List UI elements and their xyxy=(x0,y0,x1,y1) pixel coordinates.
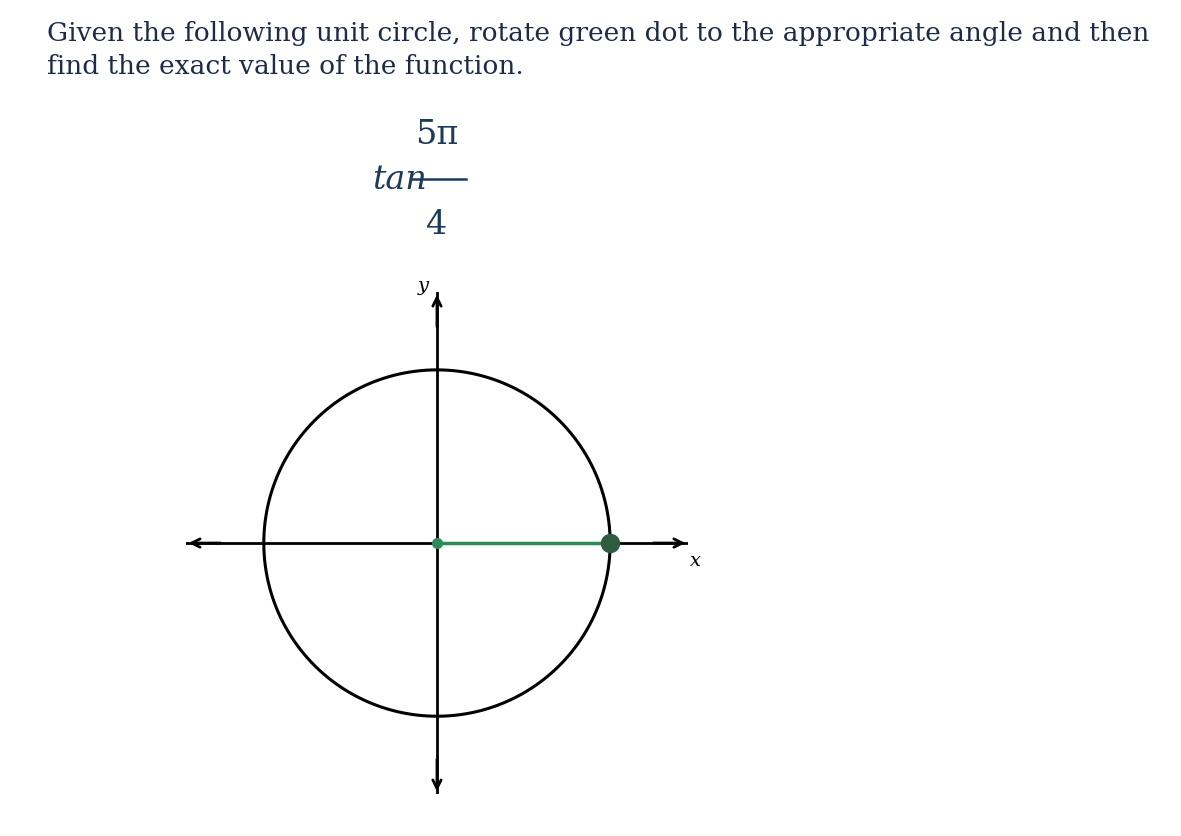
Text: tan: tan xyxy=(372,164,426,196)
Text: 5π: 5π xyxy=(416,119,458,150)
Text: 4: 4 xyxy=(426,209,448,241)
Text: find the exact value of the function.: find the exact value of the function. xyxy=(47,54,524,79)
Text: x: x xyxy=(690,552,700,569)
Text: Given the following unit circle, rotate green dot to the appropriate angle and t: Given the following unit circle, rotate … xyxy=(47,21,1149,46)
Text: y: y xyxy=(418,277,429,294)
